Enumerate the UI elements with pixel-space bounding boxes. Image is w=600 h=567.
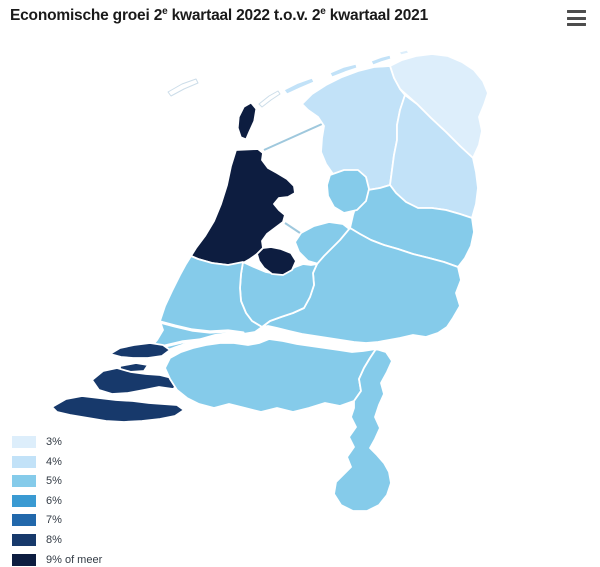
map-region-schiermonnikoog[interactable]	[370, 54, 392, 66]
map-region-noord-holland[interactable]	[190, 148, 296, 266]
legend-label: 4%	[46, 455, 62, 468]
chart-title: Economische groei 2e kwartaal 2022 t.o.v…	[10, 6, 428, 25]
legend-label: 9% of meer	[46, 553, 103, 566]
chart-title-part: kwartaal 2021	[325, 7, 428, 24]
map-region-limburg[interactable]	[333, 348, 393, 512]
chart-title-superscript: e	[162, 6, 168, 17]
map-region-rottum[interactable]	[398, 49, 410, 56]
chart-title-part: kwartaal 2022 t.o.v. 2	[167, 7, 321, 24]
map-region-noord-holland-gooi[interactable]	[256, 246, 297, 276]
legend-item: 6%	[12, 494, 102, 507]
map-region-flevoland-noordoostpolder[interactable]	[326, 169, 370, 214]
map-region-zeeland-schouwen[interactable]	[109, 342, 171, 359]
legend-item: 8%	[12, 533, 102, 546]
legend-item: 5%	[12, 475, 102, 488]
legend-label: 5%	[46, 475, 62, 488]
map-region-terschelling[interactable]	[283, 77, 315, 95]
hamburger-menu-icon[interactable]	[567, 10, 586, 26]
legend-label: 3%	[46, 436, 62, 448]
map-region-texel[interactable]	[237, 102, 257, 140]
afsluitdijk-line	[263, 123, 323, 151]
map-islet-sandbank	[167, 78, 199, 97]
legend-label: 7%	[46, 514, 62, 527]
legend-item: 4%	[12, 455, 102, 468]
legend-item: 3%	[12, 436, 102, 448]
map-legend: 3% 4% 5% 6% 7% 8% 9% of meer	[12, 436, 102, 566]
legend-swatch	[12, 514, 36, 527]
legend-label: 8%	[46, 533, 62, 546]
chart-title-superscript: e	[320, 6, 326, 17]
legend-label: 6%	[46, 494, 62, 507]
chart-title-part: Economische groei 2	[10, 7, 163, 24]
legend-swatch	[12, 475, 36, 488]
legend-swatch	[12, 455, 36, 468]
river-nieuwe-waterweg	[158, 320, 245, 335]
legend-item: 7%	[12, 514, 102, 527]
legend-swatch	[12, 533, 36, 546]
map-region-vlieland[interactable]	[258, 90, 281, 108]
legend-swatch	[12, 436, 36, 448]
legend-swatch	[12, 494, 36, 507]
map-region-zeeuws-vlaanderen[interactable]	[51, 395, 185, 423]
map-region-noord-brabant[interactable]	[164, 338, 377, 413]
map-region-ameland[interactable]	[329, 63, 358, 78]
legend-item: 9% of meer	[12, 553, 103, 566]
legend-swatch	[12, 553, 36, 566]
map-region-zuid-holland[interactable]	[142, 255, 263, 362]
